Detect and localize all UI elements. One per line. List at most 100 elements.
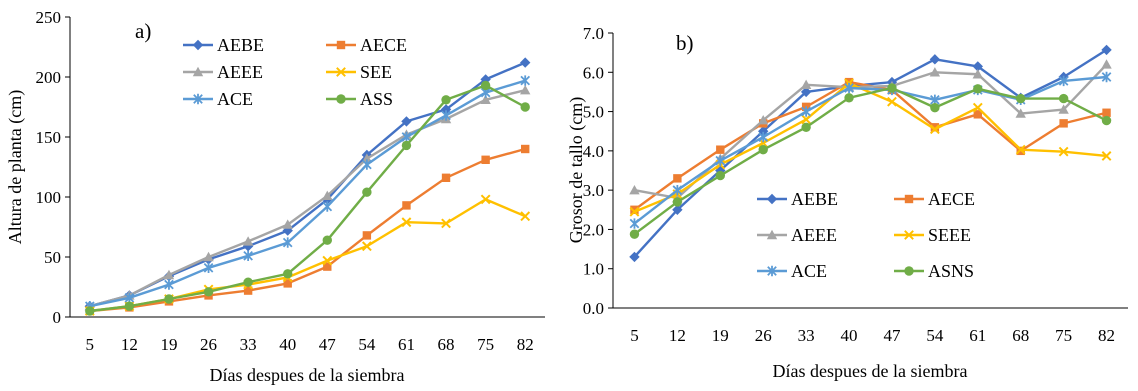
data-point: [930, 123, 940, 132]
series-see: [84, 194, 531, 316]
data-point: [521, 144, 530, 154]
x-tick-label: 12: [669, 326, 686, 345]
data-point: [1101, 44, 1112, 56]
x-tick-label: 26: [755, 326, 772, 345]
data-point: [930, 102, 940, 113]
data-point: [520, 102, 530, 112]
data-point: [203, 262, 214, 273]
data-point: [282, 219, 293, 229]
y-axis-title: Grosor de tallo (cm): [566, 97, 587, 243]
legend-label: AEBE: [791, 189, 838, 209]
legend-marker: [193, 93, 203, 105]
data-point: [401, 131, 412, 143]
series-line: [633, 75, 1107, 225]
data-point: [758, 115, 769, 125]
series-line: [634, 82, 1107, 213]
y-tick-label: 6.0: [583, 63, 604, 82]
data-point: [800, 79, 812, 90]
data-point: [85, 306, 95, 316]
data-point: [629, 184, 640, 195]
data-point: [242, 236, 254, 246]
data-point: [801, 106, 811, 117]
data-point: [973, 110, 982, 119]
series-ass: [85, 80, 530, 316]
legend-label: AECE: [360, 35, 407, 55]
data-point: [972, 69, 983, 79]
legend-item: AEEE: [183, 62, 263, 82]
data-point: [283, 269, 293, 279]
series-line: [89, 84, 526, 313]
x-tick-label: 47: [883, 326, 901, 345]
data-point: [124, 301, 135, 311]
x-tick-label: 40: [841, 326, 858, 345]
x-tick-label: 54: [358, 335, 376, 354]
data-point: [243, 286, 253, 295]
y-axis-title: Altura de planta (cm): [5, 90, 26, 244]
chart-stem-panel: 0.0 1.0 2.0 3.0 4.0 5.0 6.0 7.0 5 12 19 26 33 40 47 54 6…: [566, 24, 1128, 381]
series-line: [633, 48, 1108, 258]
data-point: [629, 206, 640, 217]
legend-label: ACE: [791, 261, 827, 281]
legend-label: AEBE: [217, 35, 264, 55]
x-tick-label: 33: [798, 326, 815, 345]
x-tick-label: 19: [712, 326, 729, 345]
data-point: [629, 251, 640, 263]
panel-label: a): [135, 19, 151, 43]
x-tick-label: 26: [200, 335, 217, 354]
data-point: [520, 75, 531, 86]
data-point: [203, 251, 214, 262]
legend-item: AECE: [326, 35, 407, 55]
data-point: [973, 84, 983, 94]
x-tick-label: 19: [160, 335, 177, 354]
data-point: [715, 165, 726, 176]
data-point: [124, 292, 135, 303]
data-point: [672, 184, 683, 196]
legend-marker: [336, 40, 346, 50]
data-point: [672, 197, 683, 207]
legend-item: ASNS: [894, 261, 974, 281]
data-point: [758, 144, 768, 155]
data-point: [1016, 93, 1026, 104]
data-point: [361, 241, 372, 252]
series-line: [633, 80, 1107, 211]
data-point: [887, 96, 897, 107]
data-point: [362, 159, 372, 170]
data-point: [441, 218, 451, 229]
data-point: [520, 57, 531, 68]
data-point: [283, 279, 292, 288]
legend-label: SEE: [360, 62, 392, 82]
data-point: [929, 54, 941, 65]
data-point: [401, 116, 412, 127]
data-point: [520, 211, 531, 222]
data-point: [243, 277, 253, 287]
x-tick-label: 12: [121, 335, 138, 354]
data-point: [282, 237, 293, 248]
data-point: [401, 140, 412, 151]
data-point: [1059, 119, 1068, 128]
data-point: [1058, 146, 1069, 157]
x-tick-label: 61: [969, 326, 986, 345]
legend: AEBE AECE AEEE SEEE ACE ASNS: [757, 189, 975, 281]
data-point: [441, 95, 451, 105]
x-axis-title: Días despues de la siembra: [773, 361, 968, 381]
data-point: [672, 204, 683, 215]
data-point: [1015, 108, 1026, 118]
x-axis-title: Días despues de la siembra: [210, 365, 405, 385]
data-point: [972, 102, 983, 113]
data-point: [801, 122, 811, 132]
legend-item: AEBE: [757, 189, 838, 209]
panel-label: b): [676, 31, 694, 55]
legend-marker: [766, 229, 778, 240]
legend-marker: [336, 94, 346, 104]
legend-label: AEEE: [791, 225, 837, 245]
data-point: [1101, 59, 1112, 69]
data-point: [716, 145, 725, 154]
x-tick-label: 82: [1098, 326, 1115, 345]
y-tick-label: 50: [44, 248, 61, 267]
legend-marker: [904, 266, 914, 276]
data-point: [1101, 151, 1112, 161]
x-tick-label: 54: [926, 326, 944, 345]
data-point: [480, 80, 491, 91]
data-point: [520, 85, 531, 95]
